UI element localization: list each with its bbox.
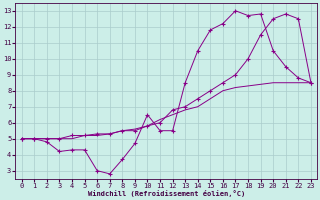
X-axis label: Windchill (Refroidissement éolien,°C): Windchill (Refroidissement éolien,°C)	[88, 190, 245, 197]
